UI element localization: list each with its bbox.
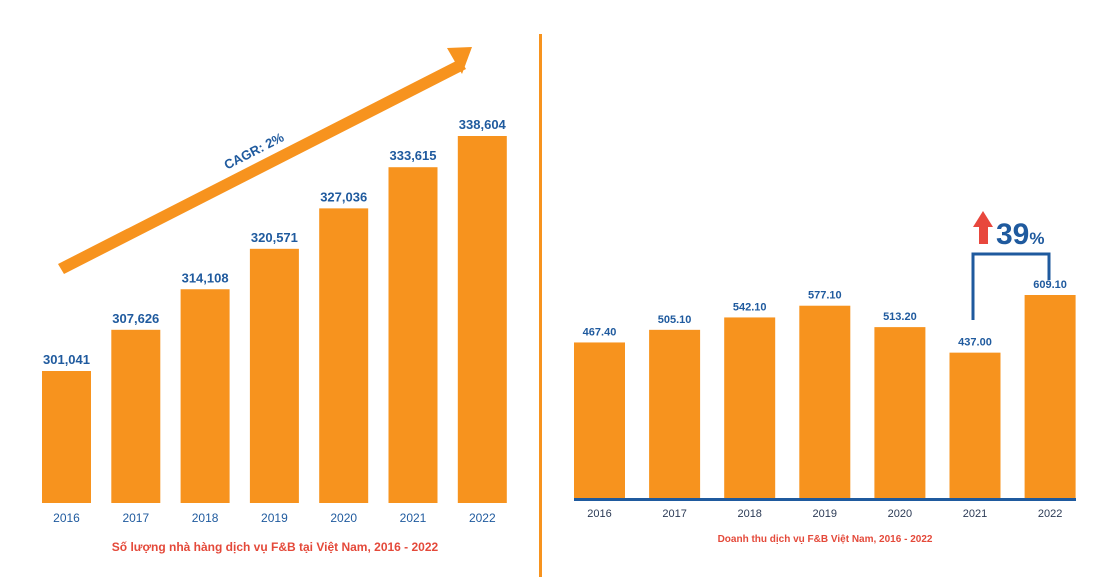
bar-2020 [319,208,369,503]
value-label-2017: 307,626 [112,311,159,326]
value-label-2018: 314,108 [182,270,229,285]
x-tick-2018: 2018 [192,511,219,525]
x-axis-line [574,498,1076,501]
value-label-2019: 577.10 [808,290,842,302]
x-tick-2022: 2022 [1038,508,1062,520]
bar-2018 [724,317,776,499]
bars-group [42,136,507,503]
chart-restaurant-count: 301,041 307,626 314,108 320,571 327,036 333,6… [42,47,507,554]
value-label-2022: 609.10 [1033,279,1067,291]
x-tick-2020: 2020 [888,508,912,520]
x-tick-2016: 2016 [53,511,80,525]
value-label-2016: 301,041 [43,352,90,367]
x-tick-2021: 2021 [400,511,427,525]
x-tick-2017: 2017 [122,511,149,525]
chart-title: Doanh thu dịch vụ F&B Việt Nam, 2016 - 2… [718,534,933,545]
divider-line [539,34,542,577]
x-tick-2017: 2017 [662,508,686,520]
value-labels-group: 467.40 505.10 542.10 577.10 513.20 437.00 609.… [583,279,1067,349]
cagr-arrow-head [447,47,472,74]
x-tick-2019: 2019 [813,508,837,520]
bar-2020 [874,327,926,499]
bar-2019 [249,248,299,503]
bar-2021 [388,167,438,503]
value-label-2017: 505.10 [658,314,692,326]
bar-2016 [42,371,91,503]
value-label-2020: 327,036 [320,189,367,204]
bar-2017 [649,329,701,499]
bar-2021 [949,352,1001,499]
x-ticks-group: 2016 2017 2018 2019 2020 2021 2022 [53,511,496,525]
bar-2019 [799,305,851,499]
value-label-2021: 333,615 [390,148,437,163]
x-tick-2022: 2022 [469,511,496,525]
value-label-2018: 542.10 [733,301,767,313]
value-label-2022: 338,604 [459,117,507,132]
x-ticks-group: 2016 2017 2018 2019 2020 2021 2022 [587,508,1062,520]
cagr-trend-arrow [58,59,466,274]
chart-revenue: 467.40 505.10 542.10 577.10 513.20 437.00 609.… [574,211,1076,545]
x-tick-2020: 2020 [330,511,357,525]
bars-group [574,295,1076,499]
value-labels-group: 301,041 307,626 314,108 320,571 327,036 333,6… [43,117,507,367]
bar-2017 [111,329,161,503]
x-tick-2021: 2021 [963,508,987,520]
bar-2022 [457,136,507,503]
value-label-2021: 437.00 [958,337,992,349]
bar-2018 [180,289,230,503]
growth-percentage: 39% [996,218,1045,251]
x-tick-2019: 2019 [261,511,288,525]
chart-title: Số lượng nhà hàng dịch vụ F&B tại Việt N… [112,540,439,554]
x-tick-2016: 2016 [587,508,611,520]
bar-2016 [574,342,625,499]
growth-bracket [971,252,1051,320]
x-tick-2018: 2018 [737,508,761,520]
bar-2022 [1024,295,1076,499]
value-label-2020: 513.20 [883,311,917,323]
value-label-2016: 467.40 [583,326,617,338]
value-label-2019: 320,571 [251,230,298,245]
up-arrow-icon [973,211,993,244]
